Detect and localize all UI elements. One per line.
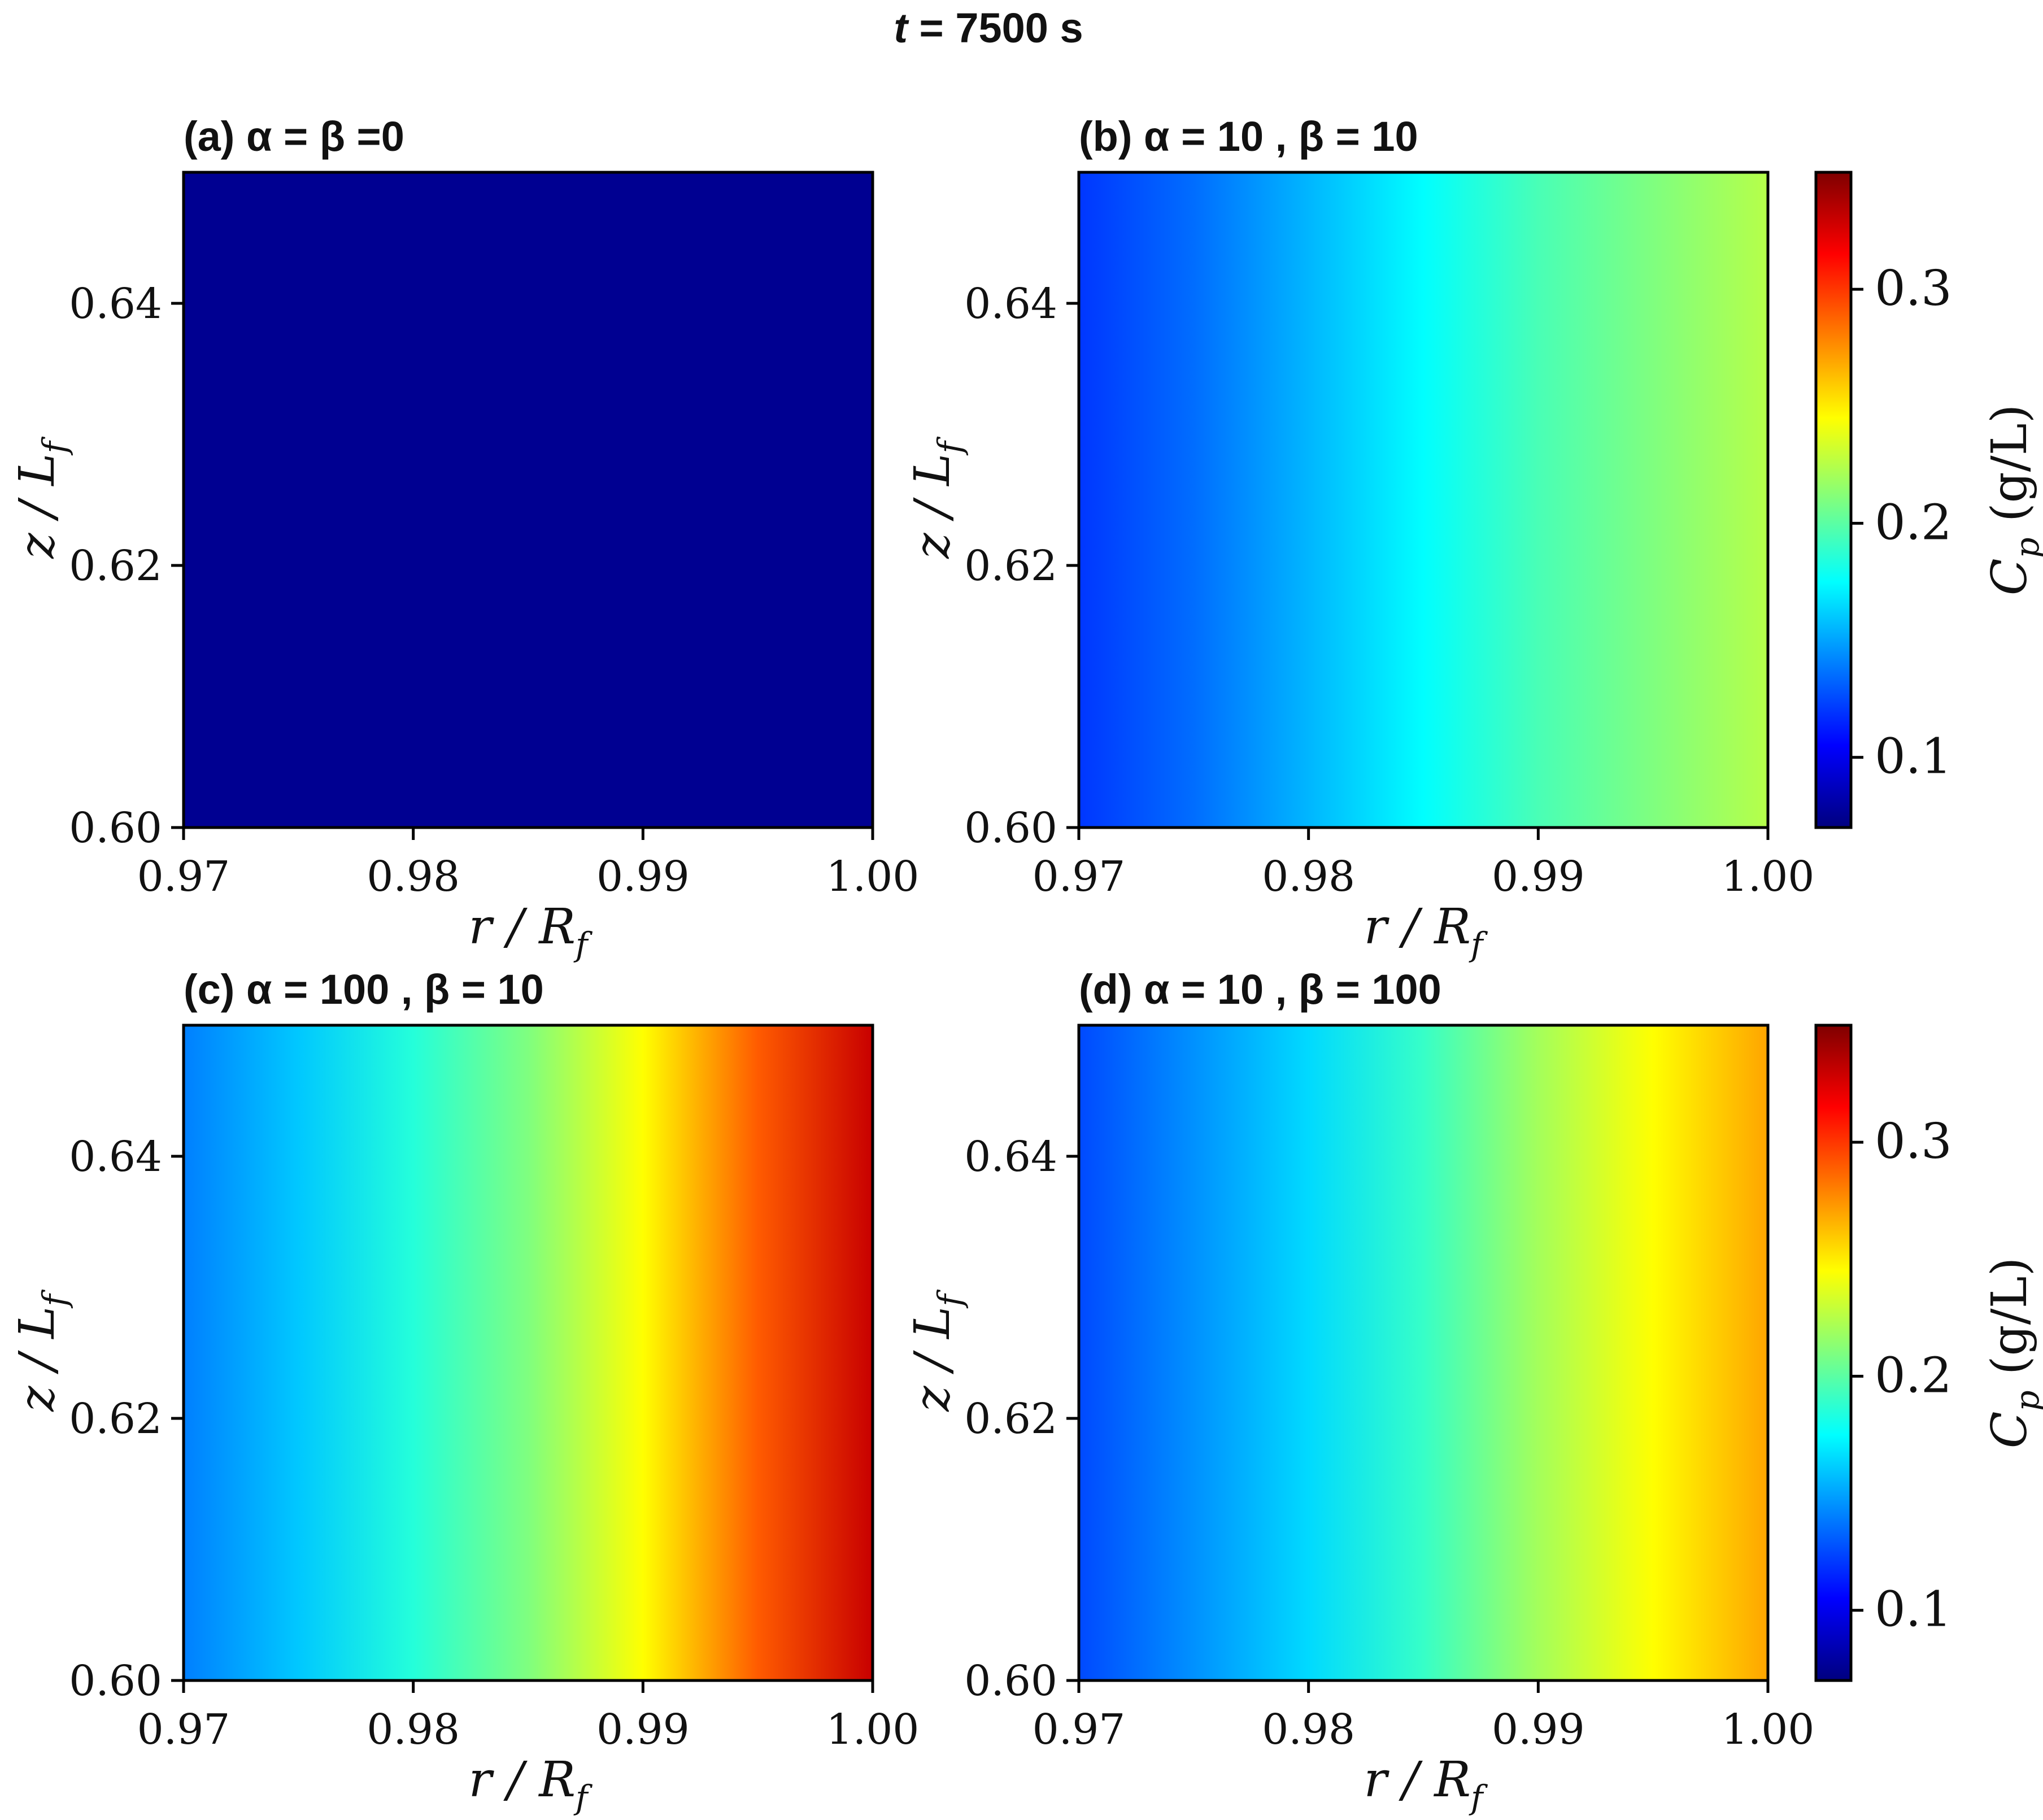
y-axis-label: z / Lf [904,436,969,559]
plot-frame [182,171,874,829]
x-tick-label: 0.97 [137,852,230,901]
heatmap-field [184,172,873,828]
heatmap-field [184,1025,873,1680]
colorbar-label: Cp (g/L) [1981,404,2043,596]
y-tick-label: 0.64 [69,1133,162,1181]
x-tick-label: 0.99 [596,852,690,901]
x-axis-label: r / Rf [469,1752,594,1817]
colorbar-gradient [1814,171,1853,829]
colorbar-tick-label: 0.3 [1875,1113,1952,1170]
x-tick-label: 0.97 [1033,852,1126,901]
plot-frame [1077,1024,1770,1682]
x-axis-label: r / Rf [469,899,594,964]
y-tick-label: 0.60 [69,1657,162,1705]
y-axis-label: z / Lf [9,436,74,559]
colorbar-bottom: 0.1 0.2 0.3 Cp (g/L) [1814,1024,2043,1682]
colorbar-gradient [1814,1024,1853,1682]
panel-a: (a) α = β =0 0.97 0.98 0.99 1.00 0.60 0.62 0.64… [9,113,919,964]
y-tick-label: 0.64 [69,280,162,328]
y-tick-label: 0.62 [69,1395,162,1443]
heatmap-field [1079,1025,1768,1680]
x-tick-label: 1.00 [826,852,920,901]
panel-title: (d) α = 10 , β = 100 [1079,966,1441,1013]
x-tick-label: 0.97 [1033,1705,1126,1754]
panel-title: (b) α = 10 , β = 10 [1079,113,1418,160]
x-tick-label: 1.00 [1722,1705,1815,1754]
y-tick-label: 0.60 [964,804,1057,852]
x-tick-label: 1.00 [826,1705,920,1754]
panel-b: (b) α = 10 , β = 10 0.97 0.98 0.99 1.00 0.60 0… [904,113,1814,964]
colorbar-tick-label: 0.3 [1875,260,1952,317]
x-tick-label: 0.99 [596,1705,690,1754]
heatmap-field [1079,172,1768,828]
x-axis-label: r / Rf [1364,1752,1489,1817]
y-axis-label: z / Lf [9,1289,74,1412]
panel-title: (c) α = 100 , β = 10 [184,966,544,1013]
x-tick-label: 0.99 [1492,1705,1585,1754]
y-tick-label: 0.60 [69,804,162,852]
colorbar-label: Cp (g/L) [1981,1257,2043,1449]
x-tick-label: 1.00 [1722,852,1815,901]
colorbar-tick-label: 0.1 [1875,729,1952,785]
y-tick-label: 0.64 [964,1133,1057,1181]
colorbar-top: 0.1 0.2 0.3 Cp (g/L) [1814,171,2043,829]
y-axis-label: z / Lf [904,1289,969,1412]
x-tick-label: 0.98 [367,852,460,901]
panel-c: (c) α = 100 , β = 10 0.97 0.98 0.99 1.00 0.60… [9,966,919,1817]
y-tick-label: 0.62 [69,542,162,590]
x-tick-label: 0.99 [1492,852,1585,901]
plot-frame [1077,171,1770,829]
colorbar-tick-label: 0.2 [1875,1347,1952,1404]
colorbar-tick-label: 0.2 [1875,494,1952,551]
y-tick-label: 0.62 [964,542,1057,590]
colorbar-tick-label: 0.1 [1875,1582,1952,1638]
x-tick-label: 0.98 [1262,1705,1355,1754]
y-tick-label: 0.60 [964,1657,1057,1705]
x-tick-label: 0.98 [1262,852,1355,901]
y-tick-label: 0.64 [964,280,1057,328]
panel-d: (d) α = 10 , β = 100 0.97 0.98 0.99 1.00 0.60… [904,966,1814,1817]
panel-title: (a) α = β =0 [184,113,404,160]
plot-frame [182,1024,874,1682]
figure-suptitle: t = 7500 s [894,5,1083,51]
y-tick-label: 0.62 [964,1395,1057,1443]
x-axis-label: r / Rf [1364,899,1489,964]
x-tick-label: 0.97 [137,1705,230,1754]
x-tick-label: 0.98 [367,1705,460,1754]
